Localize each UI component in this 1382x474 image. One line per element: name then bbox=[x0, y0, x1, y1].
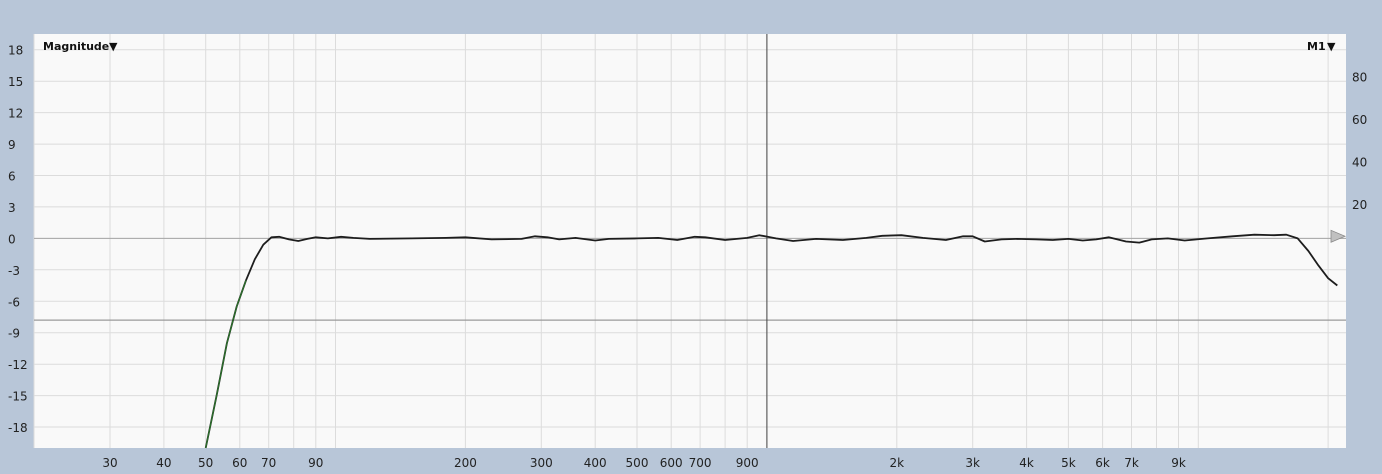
right-axis-tick-label: 60 bbox=[1352, 113, 1367, 127]
y-tick-label: -9 bbox=[8, 327, 20, 341]
y-tick-label: -12 bbox=[8, 358, 28, 372]
right-axis-tick-label: 20 bbox=[1352, 198, 1367, 212]
x-tick-label: 7k bbox=[1124, 456, 1139, 470]
y-tick-label: 9 bbox=[8, 138, 16, 152]
x-tick-label: 40 bbox=[156, 456, 171, 470]
x-tick-label: 200 bbox=[454, 456, 477, 470]
level-marker-icon[interactable] bbox=[1330, 229, 1347, 243]
y-tick-label: 0 bbox=[8, 232, 16, 246]
x-tick-label: 6k bbox=[1095, 456, 1110, 470]
x-tick-label: 4k bbox=[1019, 456, 1034, 470]
y-tick-label: 12 bbox=[8, 107, 23, 121]
y-tick-label: 6 bbox=[8, 170, 16, 184]
x-tick-label: 900 bbox=[736, 456, 759, 470]
y-tick-label: -3 bbox=[8, 264, 20, 278]
magnitude-dropdown-chevron-icon[interactable]: ▼ bbox=[109, 40, 118, 53]
curve-layer bbox=[204, 233, 1338, 449]
m1-dropdown-chevron-icon[interactable]: ▼ bbox=[1327, 40, 1336, 53]
x-tick-label: 30 bbox=[102, 456, 117, 470]
x-tick-label: 600 bbox=[660, 456, 683, 470]
magnitude-curve bbox=[204, 233, 1338, 449]
x-tick-label: 700 bbox=[689, 456, 712, 470]
x-tick-label: 400 bbox=[584, 456, 607, 470]
plot-area[interactable] bbox=[34, 34, 1346, 448]
right-axis-tick-label: 80 bbox=[1352, 71, 1367, 85]
x-tick-label: 70 bbox=[261, 456, 276, 470]
x-tick-label: 90 bbox=[308, 456, 323, 470]
y-tick-label: -15 bbox=[8, 390, 28, 404]
x-tick-label: 50 bbox=[198, 456, 213, 470]
m1-dropdown-label[interactable]: M1 bbox=[1307, 40, 1326, 53]
y-tick-label: 18 bbox=[8, 44, 23, 58]
x-tick-label: 3k bbox=[965, 456, 980, 470]
x-tick-label: 9k bbox=[1171, 456, 1186, 470]
x-tick-label: 5k bbox=[1061, 456, 1076, 470]
y-tick-label: 3 bbox=[8, 201, 16, 215]
x-tick-label: 60 bbox=[232, 456, 247, 470]
x-tick-label: 2k bbox=[890, 456, 905, 470]
y-tick-label: -6 bbox=[8, 295, 20, 309]
magnitude-dropdown-label[interactable]: Magnitude bbox=[43, 40, 109, 53]
m1-dropdown[interactable]: M1 ▼ bbox=[1307, 40, 1336, 53]
magnitude-dropdown[interactable]: Magnitude ▼ bbox=[43, 40, 118, 53]
x-tick-label: 500 bbox=[626, 456, 649, 470]
slope-highlight bbox=[205, 280, 247, 449]
y-tick-label: -18 bbox=[8, 421, 28, 435]
right-axis-tick-label: 40 bbox=[1352, 155, 1367, 169]
y-tick-label: 15 bbox=[8, 75, 23, 89]
x-tick-label: 300 bbox=[530, 456, 553, 470]
